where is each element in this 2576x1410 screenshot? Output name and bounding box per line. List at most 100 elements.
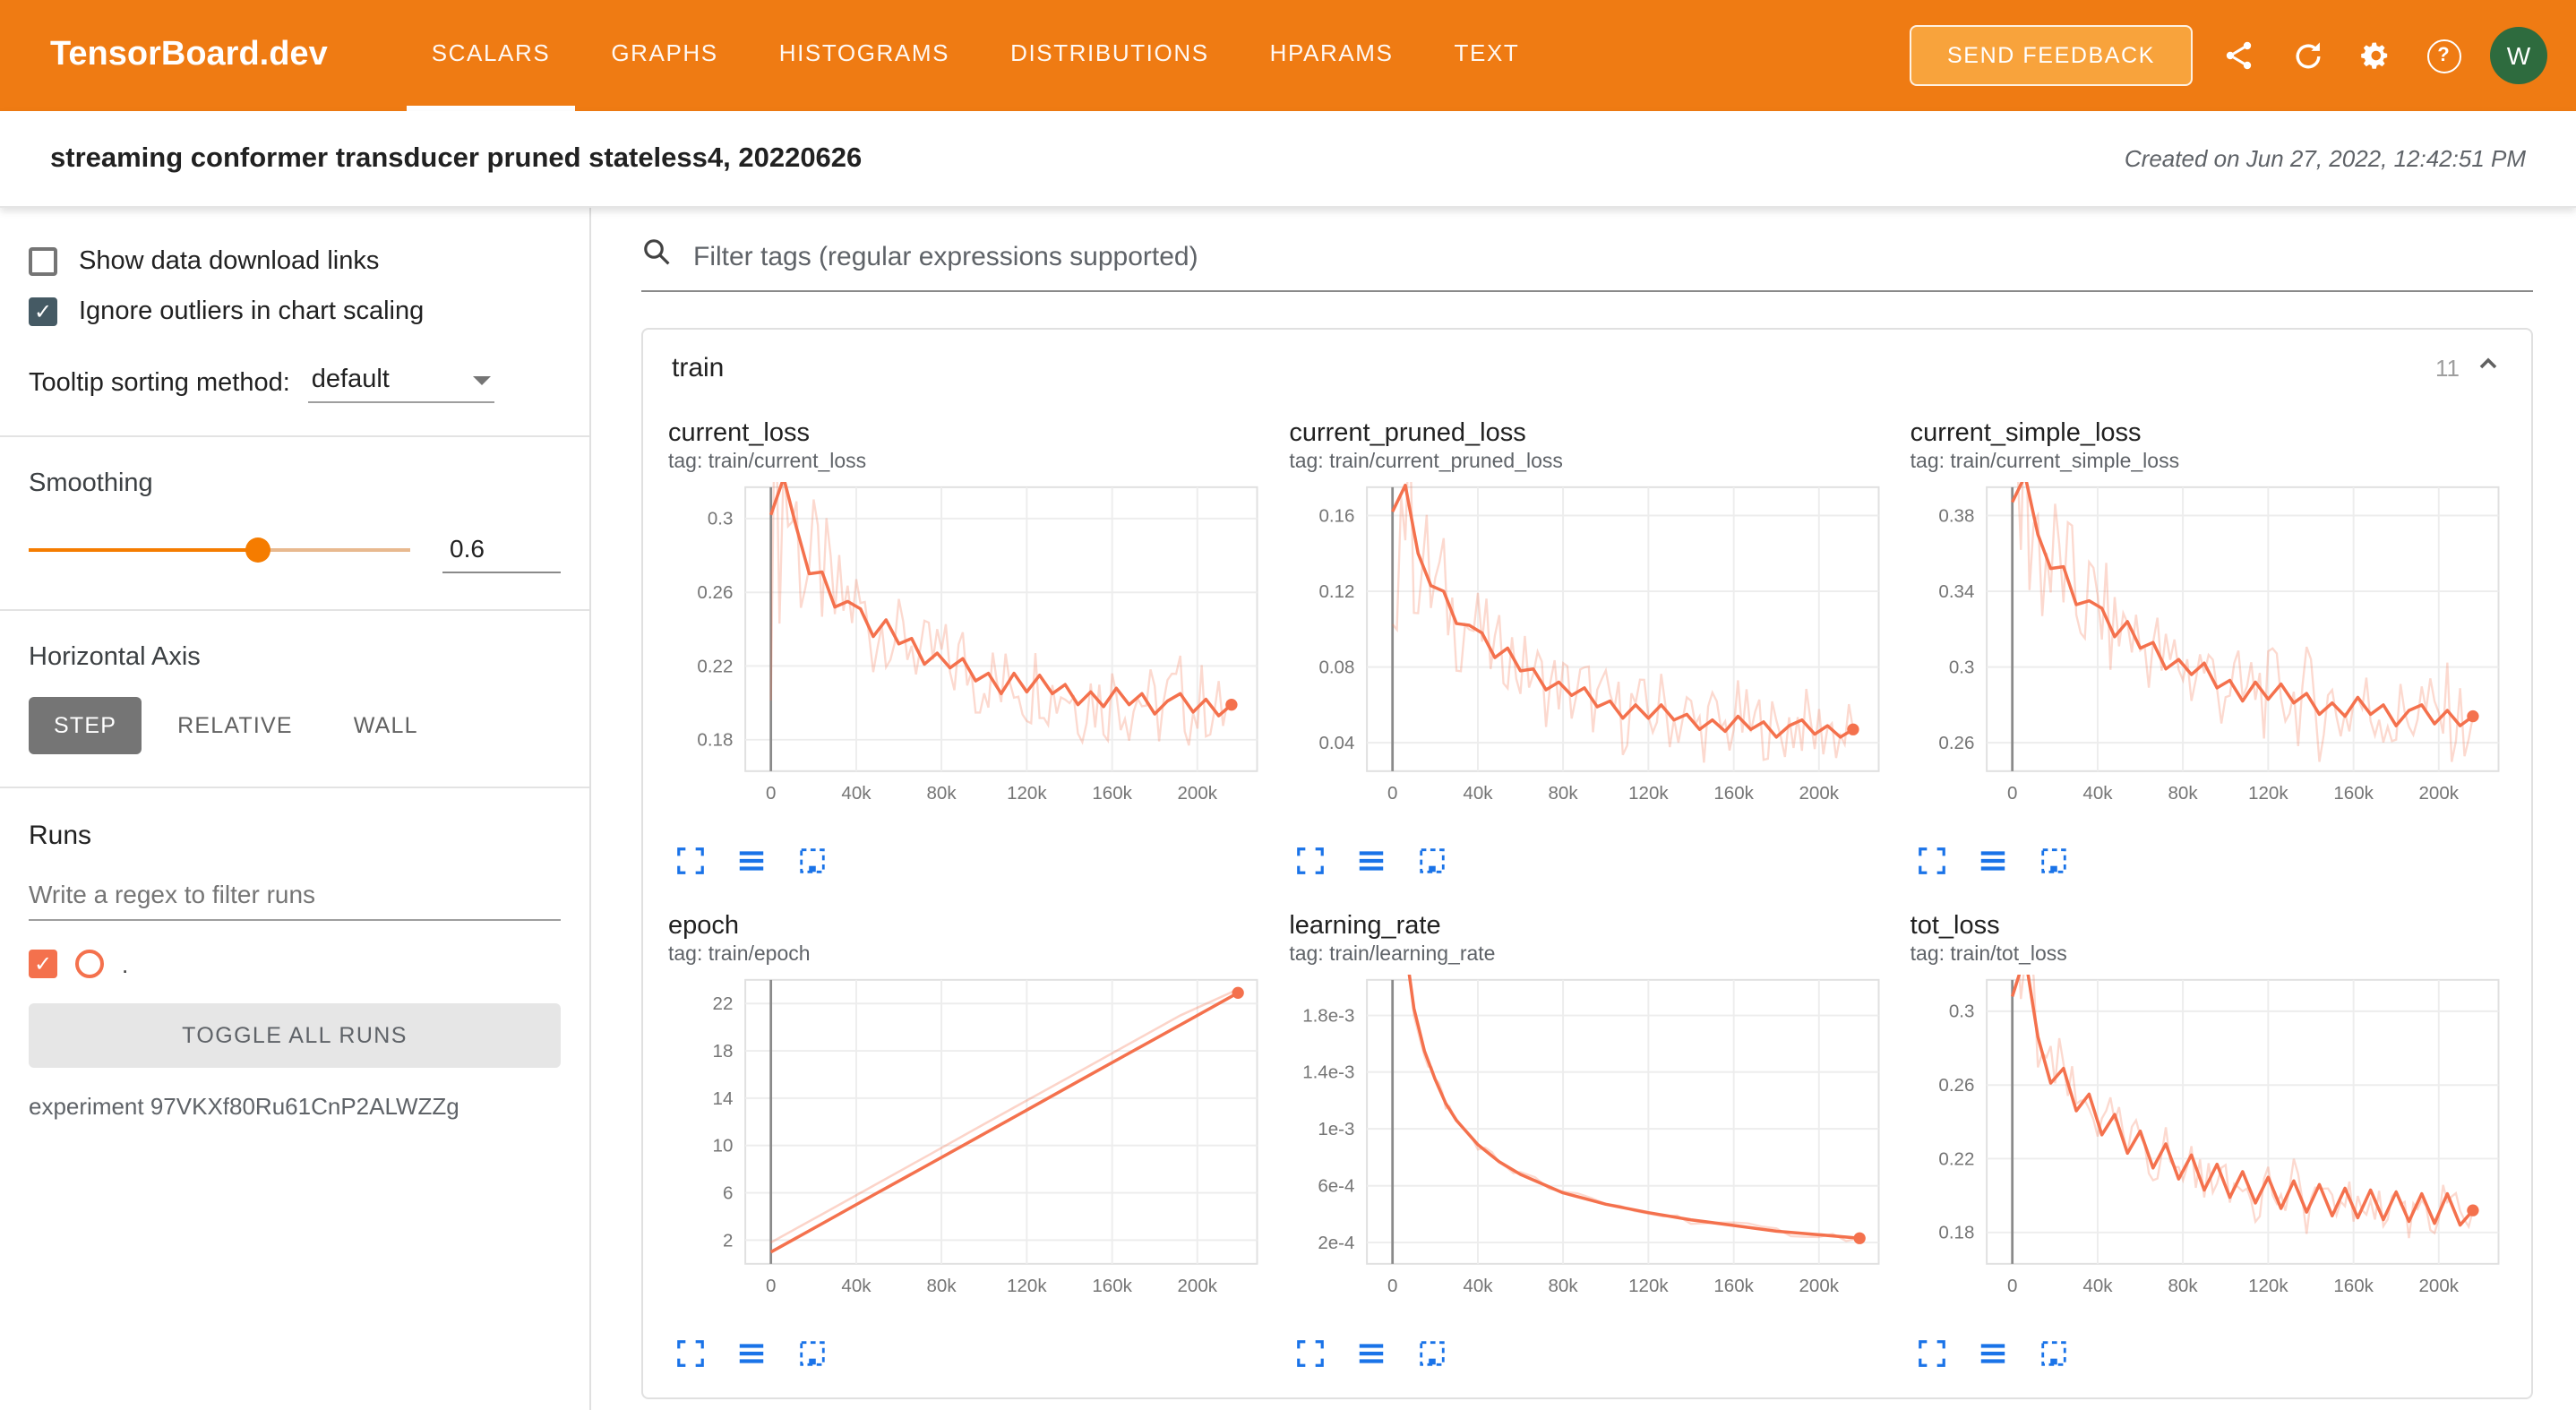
chart-plot-area[interactable]: 0 40k 80k 120k 160k 200k 0.18 0.22 0.26 0.3 <box>668 480 1264 833</box>
tab-graphs[interactable]: GRAPHS <box>611 39 718 66</box>
tab-text[interactable]: TEXT <box>1454 39 1520 66</box>
tooltip-sorting-value: default <box>311 365 390 394</box>
expand-lines-icon[interactable] <box>1975 1336 2011 1371</box>
fullscreen-icon[interactable] <box>672 844 708 880</box>
show-download-links-checkbox[interactable] <box>29 247 57 276</box>
svg-text:6: 6 <box>723 1182 733 1203</box>
expand-lines-icon[interactable] <box>1353 844 1389 880</box>
expand-lines-icon[interactable] <box>1975 844 2011 880</box>
train-card-controls: 11 <box>2435 348 2503 386</box>
svg-text:40k: 40k <box>2083 1276 2114 1296</box>
runs-filter-input[interactable] <box>29 869 561 921</box>
chart-title: current_simple_loss <box>1910 419 2142 448</box>
axis-wall-button[interactable]: WALL <box>329 697 443 754</box>
svg-text:18: 18 <box>713 1040 734 1061</box>
smoothing-slider-row: 0.6 <box>29 523 561 577</box>
svg-text:0.38: 0.38 <box>1939 505 1975 526</box>
run-row[interactable]: ✓ . <box>29 950 561 978</box>
chart-tag: tag: train/current_simple_loss <box>1910 451 2180 473</box>
run-color-swatch <box>75 950 104 978</box>
experiment-header: streaming conformer transducer pruned st… <box>0 111 2576 208</box>
svg-text:0: 0 <box>766 1276 776 1296</box>
ignore-outliers-checkbox-row[interactable]: ✓ Ignore outliers in chart scaling <box>29 297 561 326</box>
tab-distributions[interactable]: DISTRIBUTIONS <box>1010 39 1209 66</box>
share-icon[interactable] <box>2218 34 2261 77</box>
tag-filter-input[interactable] <box>690 239 2533 273</box>
avatar[interactable]: W <box>2490 27 2547 84</box>
pin-chart-icon[interactable] <box>2036 844 2072 880</box>
chart-tile: current_loss tag: train/current_loss 0 40k 8… <box>665 416 1267 883</box>
chart-title: learning_rate <box>1289 911 1441 941</box>
experiment-title: streaming conformer transducer pruned st… <box>50 142 863 173</box>
tab-hparams[interactable]: HPARAMS <box>1269 39 1394 66</box>
fullscreen-icon[interactable] <box>1914 844 1950 880</box>
runs-label: Runs <box>29 821 92 851</box>
app-logo[interactable]: TensorBoard.dev <box>50 36 328 73</box>
axis-relative-button[interactable]: RELATIVE <box>152 697 318 754</box>
tooltip-sorting-select[interactable]: default <box>307 362 494 403</box>
line-chart[interactable]: 0 40k 80k 120k 160k 200k 0.18 0.22 0.26 0.3 <box>1911 973 2506 1317</box>
chart-toolbar <box>1289 844 1885 880</box>
toggle-all-runs-button[interactable]: TOGGLE ALL RUNS <box>29 1003 561 1068</box>
svg-text:0.26: 0.26 <box>1939 733 1975 753</box>
chart-tag: tag: train/learning_rate <box>1289 943 1496 966</box>
svg-text:0.3: 0.3 <box>708 509 734 529</box>
chart-title: current_pruned_loss <box>1289 419 1526 448</box>
svg-text:0.3: 0.3 <box>1950 1001 1976 1021</box>
expand-lines-icon[interactable] <box>1353 1336 1389 1371</box>
line-chart[interactable]: 0 40k 80k 120k 160k 200k 0.18 0.22 0.26 0.3 <box>668 480 1264 824</box>
ignore-outliers-checkbox[interactable]: ✓ <box>29 297 57 326</box>
svg-text:0: 0 <box>1387 783 1396 804</box>
chart-plot-area[interactable]: 0 40k 80k 120k 160k 200k 0.04 0.08 0.12 0.16 <box>1289 480 1885 833</box>
experiment-id: experiment 97VKXf80Ru61CnP2ALWZZg <box>29 1093 459 1120</box>
pin-chart-icon[interactable] <box>1414 1336 1450 1371</box>
line-chart[interactable]: 0 40k 80k 120k 160k 200k 2 6 10 14 18 22 <box>668 973 1264 1317</box>
svg-text:14: 14 <box>713 1088 734 1108</box>
tag-filter-row <box>641 236 2533 292</box>
run-checkbox[interactable]: ✓ <box>29 950 57 978</box>
show-download-links-checkbox-row[interactable]: Show data download links <box>29 247 561 276</box>
svg-text:0.22: 0.22 <box>697 656 733 676</box>
svg-text:22: 22 <box>713 993 734 1014</box>
pin-chart-icon[interactable] <box>2036 1336 2072 1371</box>
help-icon[interactable]: ? <box>2422 34 2465 77</box>
smoothing-slider-thumb[interactable] <box>245 537 270 563</box>
chevron-up-icon[interactable] <box>2474 348 2503 386</box>
svg-text:160k: 160k <box>1092 783 1132 804</box>
fullscreen-icon[interactable] <box>1292 844 1328 880</box>
pin-chart-icon[interactable] <box>794 1336 829 1371</box>
smoothing-value-input[interactable]: 0.6 <box>442 528 561 572</box>
chart-plot-area[interactable]: 0 40k 80k 120k 160k 200k 2e-4 6e-4 1e-3 1.4e-3 1.8… <box>1289 973 1885 1326</box>
line-chart[interactable]: 0 40k 80k 120k 160k 200k 0.04 0.08 0.12 0.16 <box>1289 480 1885 824</box>
chart-tag: tag: train/epoch <box>668 943 811 966</box>
charts-grid: current_loss tag: train/current_loss 0 40k 8… <box>643 405 2531 1397</box>
smoothing-slider[interactable] <box>29 537 410 563</box>
tab-scalars[interactable]: SCALARS <box>406 0 576 111</box>
svg-text:1.8e-3: 1.8e-3 <box>1302 1005 1354 1026</box>
created-timestamp: Created on Jun 27, 2022, 12:42:51 PM <box>2124 145 2526 172</box>
pin-chart-icon[interactable] <box>1414 844 1450 880</box>
chart-plot-area[interactable]: 0 40k 80k 120k 160k 200k 2 6 10 14 18 22 <box>668 973 1264 1326</box>
fullscreen-icon[interactable] <box>1914 1336 1950 1371</box>
refresh-icon[interactable] <box>2286 34 2329 77</box>
settings-icon[interactable] <box>2354 34 2397 77</box>
chart-tile: epoch tag: train/epoch 0 40k 80k 120k 160k 200k… <box>665 908 1267 1376</box>
show-download-links-label: Show data download links <box>79 247 380 276</box>
fullscreen-icon[interactable] <box>672 1336 708 1371</box>
line-chart[interactable]: 0 40k 80k 120k 160k 200k 0.26 0.3 0.34 0.38 <box>1911 480 2506 824</box>
expand-lines-icon[interactable] <box>733 1336 769 1371</box>
pin-chart-icon[interactable] <box>794 844 829 880</box>
svg-text:10: 10 <box>713 1135 734 1156</box>
chart-plot-area[interactable]: 0 40k 80k 120k 160k 200k 0.26 0.3 0.34 0.38 <box>1911 480 2506 833</box>
train-card-header[interactable]: train 11 <box>643 330 2531 405</box>
svg-text:1e-3: 1e-3 <box>1318 1119 1354 1139</box>
tab-histograms[interactable]: HISTOGRAMS <box>778 39 950 66</box>
svg-text:40k: 40k <box>1463 1276 1493 1296</box>
expand-lines-icon[interactable] <box>733 844 769 880</box>
fullscreen-icon[interactable] <box>1292 1336 1328 1371</box>
send-feedback-button[interactable]: SEND FEEDBACK <box>1910 25 2193 86</box>
chart-plot-area[interactable]: 0 40k 80k 120k 160k 200k 0.18 0.22 0.26 0.3 <box>1911 973 2506 1326</box>
axis-step-button[interactable]: STEP <box>29 697 142 754</box>
line-chart[interactable]: 0 40k 80k 120k 160k 200k 2e-4 6e-4 1e-3 1.4e-3 1.8… <box>1289 973 1885 1317</box>
header-actions: SEND FEEDBACK ? W <box>1910 25 2547 86</box>
